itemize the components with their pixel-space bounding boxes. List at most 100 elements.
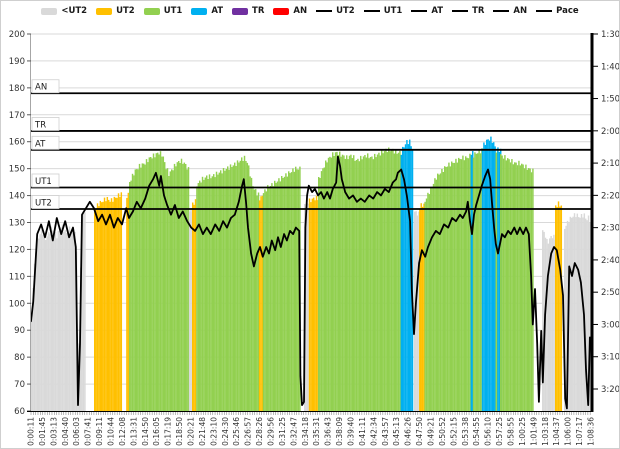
zone-color-swatch [96, 7, 113, 15]
x-axis-label: 0:24:30 [221, 417, 230, 446]
zone-bars-ut1 [424, 153, 473, 411]
zone-line-label-an: AN [35, 83, 47, 93]
x-axis-label: 0:38:09 [335, 417, 344, 446]
zone-bars-ut1 [196, 155, 260, 411]
x-axis-label: 0:14:50 [141, 417, 150, 446]
x-axis-label: 0:34:18 [301, 417, 310, 446]
legend-label: AN [293, 6, 308, 16]
x-axis-label: 0:41:11 [358, 417, 367, 446]
left-axis-label: 190 [9, 57, 25, 67]
zone-line-label-box [31, 173, 60, 188]
legend-item-zone-ut2: UT2 [96, 6, 135, 16]
x-axis-label: 0:25:46 [232, 417, 241, 446]
x-axis-label: 0:56:10 [484, 417, 493, 446]
x-axis-label: 0:29:56 [267, 417, 276, 446]
x-axis-label: 0:09:11 [95, 417, 104, 446]
left-axis-label: 160 [9, 138, 25, 148]
x-axis-label: 0:12:08 [118, 417, 127, 446]
x-axis-label: 0:10:44 [107, 417, 116, 446]
legend-label: Pace [556, 6, 579, 16]
legend-item-line-at: AT [411, 6, 443, 16]
zone-bars-ut2 [94, 192, 123, 411]
x-axis-label: 0:43:57 [381, 417, 390, 446]
x-axis-label: 1:03:18 [541, 417, 550, 446]
x-axis-label: 0:31:25 [278, 417, 287, 446]
zone-line-label-at: AT [35, 139, 46, 149]
x-axis-label: 0:58:55 [507, 417, 516, 446]
x-axis-label: 0:26:57 [244, 417, 253, 446]
line-swatch [316, 10, 333, 12]
zone-line-label-box [31, 135, 60, 150]
left-axis-label: 70 [14, 380, 25, 390]
right-axis-label: 3:10 [601, 353, 620, 363]
zone-line-label-ut1: UT1 [35, 177, 52, 187]
legend-label: TR [252, 6, 265, 16]
legend-item-zone-ltut2: <UT2 [41, 6, 87, 16]
x-axis-label: 0:54:55 [472, 417, 481, 446]
zone-bars-ut1 [318, 147, 403, 412]
left-axis-label: 180 [9, 84, 25, 94]
legend-label: <UT2 [61, 6, 88, 16]
zone-bars-ltut2 [31, 211, 86, 411]
right-axis-label: 1:50 [601, 95, 620, 105]
x-axis-label: 0:13:31 [129, 417, 138, 446]
left-axis-label: 100 [9, 299, 25, 309]
zone-color-swatch [273, 7, 290, 15]
zone-color-swatch [191, 7, 208, 15]
x-axis-label: 1:08:36 [587, 417, 596, 446]
x-axis-label: 0:53:38 [461, 417, 470, 446]
legend-item-line-pace: Pace [536, 6, 579, 16]
x-axis-label: 0:16:05 [152, 417, 161, 446]
line-swatch [452, 10, 469, 12]
x-axis-label: 0:00:11 [27, 417, 36, 446]
x-axis-label: 1:00:25 [518, 417, 527, 446]
legend-item-zone-ut1: UT1 [143, 6, 182, 16]
x-axis-label: 0:28:26 [255, 417, 264, 446]
x-axis-label: 0:17:19 [164, 417, 173, 446]
legend-item-line-ut2: UT2 [316, 6, 355, 16]
legend-label: UT1 [383, 6, 403, 16]
legend-label: UT2 [116, 6, 135, 16]
x-axis-label: 0:45:13 [392, 417, 401, 446]
x-axis-label: 0:50:52 [438, 417, 447, 446]
zone-color-swatch [41, 7, 58, 15]
x-axis-label: 0:01:45 [38, 417, 47, 446]
left-axis-label: 60 [14, 407, 25, 417]
left-axis-label: 90 [14, 326, 25, 336]
left-axis-label: 150 [9, 165, 25, 175]
x-axis-label: 0:18:50 [175, 417, 184, 446]
zone-bars-at [470, 151, 474, 412]
line-swatch [493, 10, 510, 12]
legend-item-line-ut1: UT1 [363, 6, 403, 16]
x-axis-label: 0:06:03 [72, 417, 81, 446]
zone-line-label-box [31, 79, 60, 94]
right-axis-label: 1:30 [601, 30, 620, 40]
line-swatch [536, 10, 553, 12]
zone-line-label-ut2: UT2 [35, 199, 52, 209]
legend-item-line-an: AN [493, 6, 527, 16]
zone-bars-ut1 [500, 154, 534, 411]
x-axis-label: 0:49:21 [427, 417, 436, 446]
x-axis-label: 0:47:50 [415, 417, 424, 446]
zone-line-label-box [31, 117, 60, 131]
zone-bars-ut1 [129, 151, 190, 411]
x-axis-label: 0:46:26 [404, 417, 413, 446]
legend-item-zone-an: AN [273, 6, 307, 16]
left-axis-label: 120 [9, 245, 25, 255]
zone-bars-ut1 [262, 166, 301, 411]
right-axis-label: 3:00 [601, 320, 620, 330]
right-axis-label: 2:00 [601, 127, 620, 137]
zone-bars-ut2 [192, 199, 197, 411]
zone-bars-ut2 [258, 195, 264, 411]
zone-color-swatch [143, 7, 160, 15]
x-axis-label: 0:07:41 [84, 417, 93, 446]
x-axis-label: 1:07:17 [575, 417, 584, 446]
legend-item-line-tr: TR [452, 6, 484, 16]
zone-bars-ut2 [555, 201, 563, 411]
legend-label: AT [211, 6, 224, 16]
pace-line [30, 155, 591, 410]
zone-line-label-box [31, 195, 60, 209]
legend-label: AT [431, 6, 444, 16]
